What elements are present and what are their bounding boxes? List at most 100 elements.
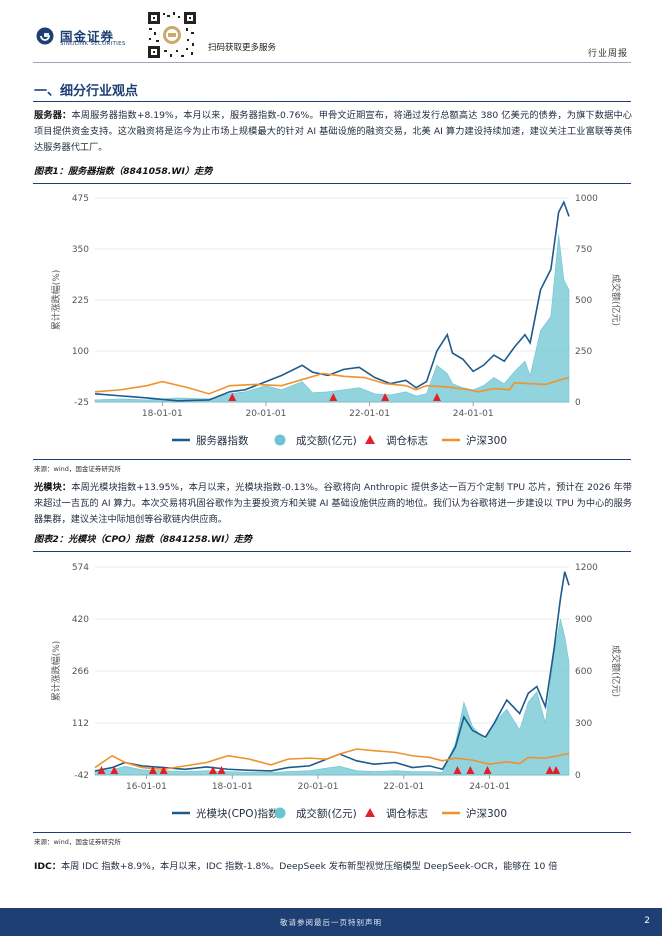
- qr-caption: 扫码获取更多服务: [208, 43, 277, 53]
- y-tick-label: 475: [72, 194, 89, 204]
- legend-label: 沪深300: [466, 807, 507, 820]
- legend-label: 成交额(亿元): [296, 434, 357, 447]
- figure-title: 图表2：光模块（CPO）指数（8841258.WI）走势: [34, 534, 253, 545]
- figure-title: 图表1：服务器指数（8841058.WI）走势: [34, 166, 213, 177]
- volume-area: [94, 618, 570, 776]
- report-type: 行业周报: [587, 49, 628, 59]
- y-tick-label: 266: [72, 667, 89, 677]
- y2-axis-title: 成交额(亿元): [610, 274, 622, 326]
- x-tick-label: 22-01-01: [383, 782, 424, 792]
- y-tick-label: 420: [72, 615, 89, 625]
- paragraph-idc: IDC：本周 IDC 指数+8.9%，本月以来，IDC 指数-1.8%。Deep…: [34, 859, 632, 875]
- paragraph-label: 服务器：: [34, 110, 72, 121]
- x-tick-label: 18-01-01: [142, 409, 183, 419]
- volume-area: [94, 234, 570, 403]
- rebalance-marker: [453, 766, 462, 774]
- y-axis-title: 累计涨跌幅(%): [50, 641, 62, 702]
- x-tick-label: 16-01-01: [126, 782, 167, 792]
- cpo-index-chart: 574 420 266 112 -42 1200 900 600 300 0 16-01-01 18-…: [33, 555, 631, 831]
- y-tick-label: -25: [74, 398, 89, 408]
- y2-axis-title: 成交额(亿元): [610, 645, 622, 697]
- rebalance-marker: [329, 393, 338, 401]
- sinolink-logo-icon: [36, 27, 54, 45]
- rebalance-marker: [159, 766, 168, 774]
- source-divider: [33, 832, 631, 833]
- legend-volume-swatch: [274, 434, 286, 446]
- x-tick-label: 20-01-01: [298, 782, 339, 792]
- legend-label: 调仓标志: [386, 807, 428, 820]
- rebalance-marker: [208, 766, 217, 774]
- legend-label: 成交额(亿元): [296, 807, 357, 820]
- legend-label: 服务器指数: [196, 434, 249, 447]
- rebalance-marker: [432, 393, 441, 401]
- y-tick-label: 574: [72, 563, 89, 573]
- x-tick-label: 18-01-01: [212, 782, 253, 792]
- paragraph-label: IDC：: [34, 861, 61, 872]
- rebalance-marker: [228, 393, 237, 401]
- rebalance-marker: [483, 766, 492, 774]
- y-axis-title: 累计涨跌幅(%): [50, 270, 62, 331]
- page-footer: 敬请参阅最后一页特别声明 2: [0, 908, 662, 936]
- brand-name-en: SINOLINK SECURITIES: [60, 41, 126, 47]
- paragraph-text: 本周光模块指数+13.95%，本月以来，光模块指数-0.13%。谷歌将向 Ant…: [34, 482, 632, 525]
- y-tick-label: 100: [72, 347, 89, 357]
- y2-tick-label: 1000: [575, 194, 598, 204]
- paragraph-server: 服务器：本周服务器指数+8.19%，本月以来，服务器指数-0.76%。甲骨文近期…: [34, 108, 632, 156]
- y-tick-label: 225: [72, 296, 89, 306]
- x-tick-label: 24-01-01: [469, 782, 510, 792]
- y2-tick-label: 900: [575, 615, 592, 625]
- x-tick-label: 22-01-01: [349, 409, 390, 419]
- rebalance-marker: [148, 766, 157, 774]
- brand-name-cn: 国金证券: [60, 29, 115, 44]
- header-divider: [33, 62, 631, 63]
- y2-tick-label: 600: [575, 667, 592, 677]
- figure-divider: [33, 551, 631, 552]
- paragraph-optical-module: 光模块：本周光模块指数+13.95%，本月以来，光模块指数-0.13%。谷歌将向…: [34, 480, 632, 528]
- hs300-line: [94, 372, 570, 395]
- page-number: 2: [644, 916, 650, 926]
- index-line: [94, 571, 570, 772]
- section-title: 一、细分行业观点: [34, 84, 139, 99]
- rebalance-marker: [97, 766, 106, 774]
- figure-source: 来源：wind，国金证券研究所: [34, 465, 121, 473]
- index-line: [94, 200, 570, 402]
- y-tick-label: 112: [72, 719, 89, 729]
- x-tick-label: 20-01-01: [246, 409, 287, 419]
- legend-marker-swatch: [365, 435, 375, 444]
- rebalance-marker: [381, 393, 390, 401]
- legend-volume-swatch: [274, 807, 286, 819]
- y2-tick-label: 500: [575, 296, 592, 306]
- section-divider: [33, 101, 631, 102]
- y2-tick-label: 1200: [575, 563, 598, 573]
- y-tick-label: 350: [72, 245, 89, 255]
- figure-divider: [33, 183, 631, 184]
- rebalance-marker: [217, 766, 226, 774]
- y-tick-label: -42: [74, 771, 89, 781]
- y2-tick-label: 250: [575, 347, 592, 357]
- paragraph-label: 光模块：: [34, 482, 72, 493]
- rebalance-marker: [552, 766, 561, 774]
- footer-disclaimer: 敬请参阅最后一页特别声明: [280, 918, 382, 927]
- legend-label: 沪深300: [466, 434, 507, 447]
- rebalance-marker: [466, 766, 475, 774]
- rebalance-marker: [545, 766, 554, 774]
- y2-tick-label: 0: [575, 771, 581, 781]
- figure-source: 来源：wind，国金证券研究所: [34, 838, 121, 846]
- y2-tick-label: 0: [575, 398, 581, 408]
- legend-label: 调仓标志: [386, 434, 428, 447]
- server-index-chart: 475 350 225 100 -25 1000 750 500 250 0 18-01-01 20-…: [33, 186, 631, 458]
- paragraph-text: 本周服务器指数+8.19%，本月以来，服务器指数-0.76%。甲骨文近期宣布，将…: [34, 110, 632, 153]
- x-tick-label: 24-01-01: [453, 409, 494, 419]
- paragraph-text: 本周 IDC 指数+8.9%，本月以来，IDC 指数-1.8%。DeepSeek…: [60, 861, 558, 872]
- legend-label: 光模块(CPO)指数: [196, 807, 279, 820]
- rebalance-marker: [110, 766, 119, 774]
- source-divider: [33, 459, 631, 460]
- chart-svg: 574 420 266 112 -42 1200 900 600 300 0 16-01-01 18-…: [50, 563, 622, 820]
- hs300-line: [94, 748, 570, 771]
- y2-tick-label: 300: [575, 719, 592, 729]
- page-header: 国金证券 SINOLINK SECURITIES 扫码获取更多服务 行业周报: [0, 0, 662, 63]
- qr-code-icon[interactable]: [146, 10, 198, 60]
- chart-svg: 475 350 225 100 -25 1000 750 500 250 0 18-01-01 20-…: [50, 194, 622, 447]
- y2-tick-label: 750: [575, 245, 592, 255]
- legend-marker-swatch: [365, 808, 375, 817]
